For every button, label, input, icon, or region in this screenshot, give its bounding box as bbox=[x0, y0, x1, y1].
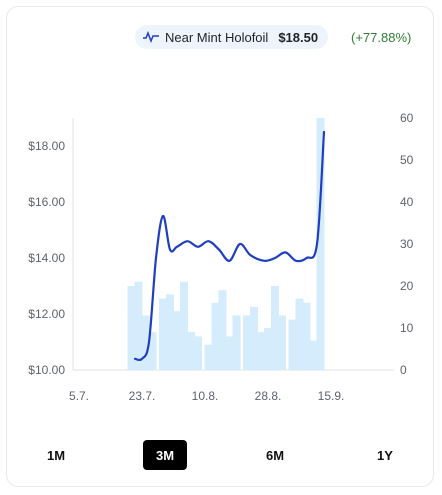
x-tick-label: 15.9. bbox=[318, 389, 345, 403]
volume-bar bbox=[316, 118, 325, 370]
y-right-tick-label: 30 bbox=[400, 237, 414, 251]
volume-bar bbox=[141, 315, 150, 370]
volume-bar bbox=[225, 336, 234, 370]
y-left-tick-label: $18.00 bbox=[28, 139, 65, 153]
volume-bar bbox=[180, 281, 188, 370]
volume-bar bbox=[288, 319, 297, 370]
price-line bbox=[133, 130, 326, 362]
y-right-tick-label: 20 bbox=[400, 279, 414, 293]
range-button-6m[interactable]: 6M bbox=[258, 440, 292, 470]
legend-price: $18.50 bbox=[278, 29, 319, 45]
price-history-card bbox=[6, 6, 434, 487]
y-left-tick-label: $16.00 bbox=[28, 195, 65, 209]
volume-bar bbox=[257, 332, 265, 370]
legend-change: (+77.88%) bbox=[351, 30, 412, 45]
pulse-line-icon bbox=[143, 30, 159, 44]
volume-bar bbox=[264, 328, 272, 370]
volume-bar bbox=[166, 294, 174, 370]
x-tick-label: 23.7. bbox=[129, 389, 156, 403]
range-button-3m[interactable]: 3M bbox=[143, 440, 187, 470]
volume-bar bbox=[309, 340, 318, 370]
volume-bar bbox=[134, 281, 143, 370]
y-left-tick-label: $14.00 bbox=[28, 251, 65, 265]
volume-bar bbox=[204, 344, 213, 370]
x-tick-label: 5.7. bbox=[69, 389, 89, 403]
range-button-1y[interactable]: 1Y bbox=[370, 440, 400, 470]
volume-bar bbox=[232, 315, 241, 370]
volume-bar bbox=[173, 311, 181, 370]
price-chart: $10.00 $12.00 $14.00 $16.00 $18.00 0 10 20 30 40 5… bbox=[28, 111, 414, 403]
y-right-tick-label: 0 bbox=[400, 363, 407, 377]
volume-bar bbox=[302, 302, 311, 370]
range-button-1m[interactable]: 1M bbox=[40, 440, 72, 470]
y-right-tick-label: 10 bbox=[400, 321, 414, 335]
volume-bar bbox=[148, 332, 157, 370]
time-range-selector: 1M 3M 6M 1Y bbox=[0, 440, 442, 470]
volume-bar bbox=[243, 315, 251, 370]
volume-bar bbox=[159, 298, 167, 370]
volume-bar bbox=[211, 302, 220, 370]
volume-bar bbox=[271, 286, 279, 370]
volume-bar bbox=[187, 332, 195, 370]
x-tick-label: 28.8. bbox=[255, 389, 282, 403]
x-tick-label: 10.8. bbox=[192, 389, 219, 403]
y-right-tick-label: 50 bbox=[400, 153, 414, 167]
legend-label: Near Mint Holofoil bbox=[165, 29, 269, 45]
y-left-tick-label: $12.00 bbox=[28, 307, 65, 321]
volume-bar bbox=[218, 290, 227, 370]
volume-bar bbox=[250, 307, 258, 370]
volume-bar bbox=[127, 286, 136, 370]
legend-item[interactable]: Near Mint Holofoil $18.50 bbox=[135, 25, 329, 49]
y-left-tick-label: $10.00 bbox=[28, 363, 65, 377]
y-right-tick-label: 40 bbox=[400, 195, 414, 209]
volume-bar bbox=[194, 336, 202, 370]
y-right-tick-label: 60 bbox=[400, 111, 414, 125]
volume-bar bbox=[295, 298, 304, 370]
volume-bar bbox=[278, 315, 286, 370]
